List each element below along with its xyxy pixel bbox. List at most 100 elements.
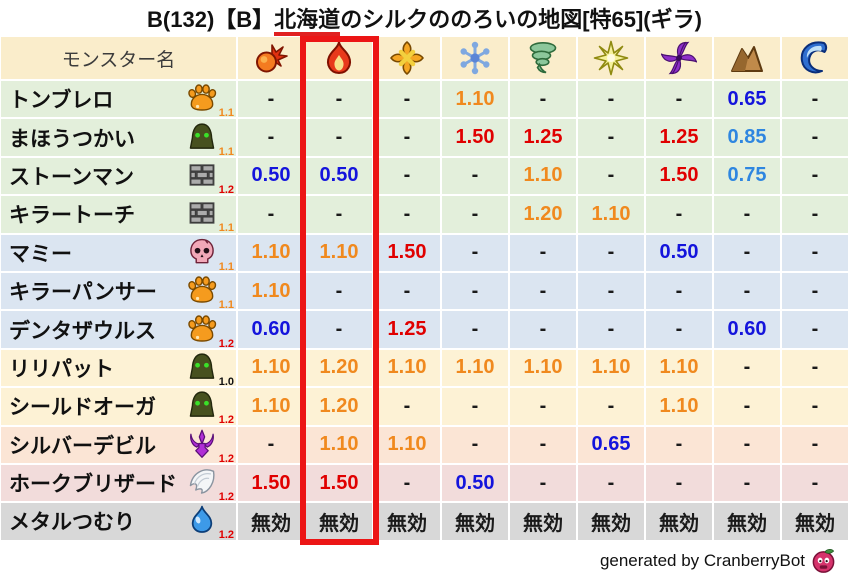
monster-multiplier: 1.0 bbox=[218, 375, 234, 388]
resistance-cell: - bbox=[441, 156, 509, 196]
monster-name-column-header: モンスター名 bbox=[0, 36, 237, 80]
resistance-cell: 1.10 bbox=[305, 425, 373, 464]
resistance-cell: 1.10 bbox=[373, 425, 441, 464]
resistance-cell: 0.65 bbox=[713, 80, 781, 119]
resistance-cell: - bbox=[781, 233, 849, 272]
monster-name: マミー bbox=[9, 242, 72, 266]
resistance-cell: - bbox=[577, 233, 645, 272]
resistance-cell: - bbox=[645, 310, 713, 349]
resistance-cell: - bbox=[509, 271, 577, 311]
resistance-table: モンスター名 トンブレロ 1.1 - - -1.10- - -0.65- まほうつかい … bbox=[0, 36, 849, 541]
monster-name: キラートーチ bbox=[9, 204, 135, 228]
resistance-cell: 0.50 bbox=[237, 156, 305, 196]
resistance-cell: 1.10 bbox=[237, 348, 305, 388]
resistance-cell: - bbox=[713, 348, 781, 388]
resistance-cell: 無効 bbox=[373, 502, 441, 541]
resistance-cell: 1.10 bbox=[237, 387, 305, 426]
resistance-cell: 0.65 bbox=[577, 425, 645, 464]
resistance-cell: 無効 bbox=[781, 502, 849, 541]
resistance-cell: 1.10 bbox=[441, 348, 509, 388]
resistance-cell: 1.10 bbox=[645, 348, 713, 388]
resistance-cell: - bbox=[373, 271, 441, 311]
resistance-cell: 0.75 bbox=[713, 156, 781, 196]
element-column-header bbox=[509, 36, 577, 80]
pinwheel-icon bbox=[661, 40, 697, 76]
resistance-cell: 無効 bbox=[237, 502, 305, 541]
resistance-cell: - bbox=[373, 118, 441, 157]
bricks-icon bbox=[186, 159, 218, 191]
resistance-cell: - bbox=[373, 463, 441, 503]
resistance-cell: 1.20 bbox=[305, 348, 373, 388]
resistance-cell: 1.50 bbox=[237, 463, 305, 503]
resistance-cell: - bbox=[781, 387, 849, 426]
resistance-cell: 1.10 bbox=[237, 271, 305, 311]
resistance-cell: 0.60 bbox=[713, 310, 781, 349]
paw-icon bbox=[186, 274, 218, 306]
resistance-cell: 0.50 bbox=[645, 233, 713, 272]
monster-multiplier: 1.1 bbox=[218, 260, 234, 273]
monster-name: メタルつむり bbox=[9, 511, 135, 535]
resistance-cell: 無効 bbox=[305, 502, 373, 541]
resistance-cell: - bbox=[781, 195, 849, 234]
resistance-cell: - bbox=[781, 348, 849, 388]
skull-icon bbox=[186, 236, 218, 268]
resistance-cell: - bbox=[509, 80, 577, 119]
monster-multiplier: 1.2 bbox=[218, 183, 234, 196]
resistance-cell: 1.20 bbox=[305, 387, 373, 426]
resistance-cell: - bbox=[781, 463, 849, 503]
resistance-cell: - bbox=[509, 310, 577, 349]
resistance-cell: - bbox=[645, 195, 713, 234]
element-column-header bbox=[237, 36, 305, 80]
wing-icon bbox=[186, 466, 218, 498]
resistance-cell: 0.50 bbox=[441, 463, 509, 503]
cranberry-bot-icon bbox=[810, 547, 837, 574]
resistance-cell: - bbox=[373, 195, 441, 234]
hood-icon bbox=[186, 351, 218, 383]
resistance-cell: - bbox=[645, 271, 713, 311]
monster-name-cell: キラートーチ 1.1 bbox=[0, 195, 237, 234]
monster-name: ホークブリザード bbox=[9, 473, 177, 497]
monster-name-cell: ストーンマン 1.2 bbox=[0, 156, 237, 196]
element-column-header bbox=[441, 36, 509, 80]
monster-multiplier: 1.2 bbox=[218, 491, 234, 504]
resistance-cell: 0.85 bbox=[713, 118, 781, 157]
resistance-cell: - bbox=[237, 80, 305, 119]
resistance-cell: 1.50 bbox=[373, 233, 441, 272]
trident-icon bbox=[186, 428, 218, 460]
resistance-cell: - bbox=[373, 387, 441, 426]
monster-multiplier: 1.1 bbox=[218, 299, 234, 312]
element-column-header bbox=[373, 36, 441, 80]
resistance-cell: - bbox=[305, 310, 373, 349]
monster-multiplier: 1.1 bbox=[218, 107, 234, 120]
monster-name: デンタザウルス bbox=[9, 319, 156, 343]
resistance-cell: - bbox=[645, 80, 713, 119]
monster-name: シールドオーガ bbox=[9, 396, 156, 420]
resistance-cell: 1.50 bbox=[305, 463, 373, 503]
resistance-cell: 1.25 bbox=[509, 118, 577, 157]
resistance-cell: 1.10 bbox=[441, 80, 509, 119]
resistance-cell: 1.10 bbox=[509, 348, 577, 388]
wave-icon bbox=[797, 40, 833, 76]
resistance-cell: - bbox=[373, 80, 441, 119]
resistance-cell: - bbox=[577, 463, 645, 503]
resistance-cell: 無効 bbox=[713, 502, 781, 541]
resistance-cell: - bbox=[577, 80, 645, 119]
explosion-icon bbox=[389, 40, 425, 76]
resistance-cell: - bbox=[237, 425, 305, 464]
element-column-header bbox=[713, 36, 781, 80]
monster-name-cell: まほうつかい 1.1 bbox=[0, 118, 237, 158]
monster-name-cell: ホークブリザード 1.2 bbox=[0, 463, 237, 504]
resistance-cell: - bbox=[577, 118, 645, 157]
resistance-cell: 1.50 bbox=[645, 156, 713, 196]
monster-multiplier: 1.2 bbox=[218, 337, 234, 350]
resistance-cell: - bbox=[373, 156, 441, 196]
resistance-cell: - bbox=[713, 233, 781, 272]
resistance-cell: - bbox=[781, 425, 849, 464]
monster-multiplier: 1.1 bbox=[218, 145, 234, 158]
starburst-icon bbox=[593, 40, 629, 76]
tornado-icon bbox=[525, 40, 561, 76]
snowflake-icon bbox=[457, 40, 493, 76]
monster-name: トンブレロ bbox=[9, 89, 114, 113]
resistance-cell: - bbox=[509, 233, 577, 272]
resistance-cell: - bbox=[713, 463, 781, 503]
